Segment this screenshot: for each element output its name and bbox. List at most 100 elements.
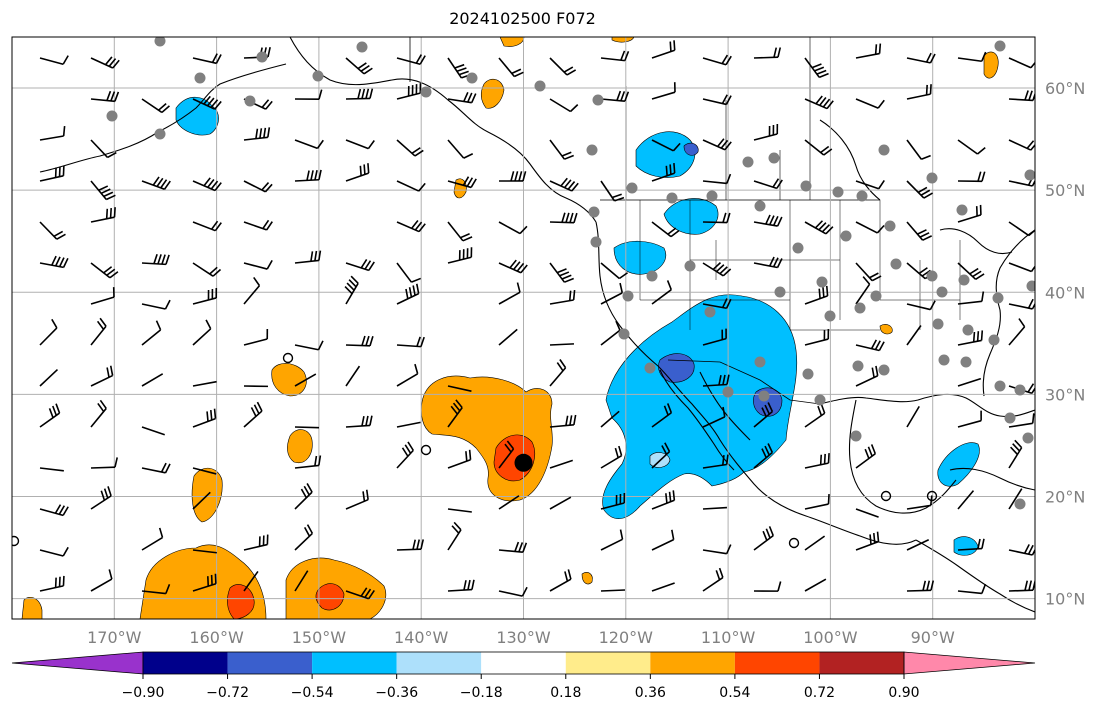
station-dot xyxy=(646,270,658,282)
wind-barb xyxy=(396,363,419,387)
wind-barb xyxy=(651,139,681,152)
wind-barb xyxy=(345,57,373,75)
wind-barb xyxy=(651,221,680,238)
wind-barb xyxy=(90,180,116,201)
wind-barb xyxy=(1008,413,1035,428)
wind-barb xyxy=(702,544,732,555)
wind-barb xyxy=(600,529,624,551)
wind-barb xyxy=(243,127,271,141)
wind-barb xyxy=(1008,488,1023,510)
wind-barb xyxy=(294,426,320,429)
wind-barb xyxy=(243,276,261,305)
wind-barb xyxy=(906,52,936,64)
wind-barb xyxy=(855,276,871,305)
lon-tick-label: 150°W xyxy=(292,628,347,647)
wind-barb xyxy=(651,40,676,59)
wind-barb xyxy=(804,403,826,428)
wind-barb xyxy=(39,255,69,269)
wind-barb xyxy=(957,410,982,428)
wind-barb xyxy=(804,578,827,592)
wind-barb xyxy=(702,173,732,185)
wind-barb xyxy=(39,125,66,141)
station-dot xyxy=(850,430,862,442)
wind-barb xyxy=(345,365,361,387)
wind-barb xyxy=(192,53,222,65)
wind-barb xyxy=(702,506,728,510)
coast-us-east xyxy=(982,229,1035,397)
wind-barb xyxy=(498,440,515,469)
station-dot xyxy=(802,368,814,380)
wind-barb xyxy=(396,283,420,305)
wind-barb xyxy=(192,287,218,305)
wind-barb xyxy=(192,491,211,510)
wind-barb xyxy=(855,98,885,109)
station-dot xyxy=(666,192,678,204)
colorbar: −0.90 −0.72 −0.54 −0.36 −0.18 0.18 0.36 0.54 0.7… xyxy=(11,651,1036,701)
map-frame xyxy=(11,36,1036,620)
colorbar-tick-label: −0.72 xyxy=(206,685,249,701)
station-dot xyxy=(704,306,716,318)
station-dot xyxy=(816,276,828,288)
wind-barb xyxy=(243,570,259,592)
wind-barb xyxy=(345,139,375,150)
wind-barb xyxy=(39,546,69,557)
station-dot xyxy=(1004,412,1016,424)
wind-barb xyxy=(753,47,782,59)
wind-barb xyxy=(447,579,475,592)
wind-barb xyxy=(294,340,324,351)
station-dot xyxy=(854,302,866,314)
wind-barb xyxy=(651,82,676,100)
wind-barb xyxy=(243,219,273,231)
station-dot xyxy=(890,258,902,270)
wind-barb xyxy=(702,138,732,151)
wind-barb xyxy=(141,373,164,387)
wind-barb xyxy=(141,426,165,436)
colorbar-segment xyxy=(819,652,904,674)
wind-barb xyxy=(396,421,421,428)
station-dot xyxy=(992,292,1004,304)
colorbar-tick-label: 0.36 xyxy=(635,685,666,701)
wind-barb xyxy=(804,285,829,305)
wind-barb xyxy=(141,527,164,551)
wind-barb xyxy=(39,165,65,182)
negative-shading xyxy=(175,96,980,556)
lat-tick-label: 40°N xyxy=(1045,283,1085,302)
wind-barb xyxy=(447,139,474,159)
coast-cuba xyxy=(949,467,1035,491)
wind-barb xyxy=(549,569,572,592)
wind-barb xyxy=(1008,262,1035,273)
wind-barb xyxy=(600,180,625,202)
wind-barb xyxy=(498,282,521,305)
station-dot xyxy=(466,72,478,84)
shade-canada-blue xyxy=(635,131,696,178)
wind-barb xyxy=(1008,221,1035,237)
wind-barb xyxy=(294,250,322,264)
colorbar-tick-label: 0.90 xyxy=(888,685,919,701)
position-marker xyxy=(514,453,533,472)
wind-barb xyxy=(957,583,987,595)
wind-barb xyxy=(702,94,732,106)
calm-circle xyxy=(282,352,294,364)
wind-barb xyxy=(396,441,414,469)
colorbar-frame xyxy=(142,651,905,675)
wind-barb xyxy=(498,259,528,274)
wind-barb xyxy=(243,259,273,270)
station-dot xyxy=(994,380,1006,392)
wind-barb xyxy=(957,330,984,346)
station-dot xyxy=(852,360,864,372)
wind-barb xyxy=(90,317,107,346)
station-dot xyxy=(194,72,206,84)
wind-barb xyxy=(498,541,528,553)
lon-tick-label: 100°W xyxy=(803,628,858,647)
colorbar-extend-high xyxy=(903,651,1036,675)
wind-barb xyxy=(855,339,885,352)
wind-barb xyxy=(498,328,518,346)
lon-tick-label: 170°W xyxy=(87,628,142,647)
wind-barb xyxy=(855,180,885,190)
wind-barb xyxy=(345,415,373,428)
wind-barb xyxy=(345,587,375,600)
station-dot xyxy=(244,95,256,107)
coast-alaska xyxy=(289,37,597,223)
station-dot xyxy=(722,386,734,398)
wind-barb xyxy=(498,57,524,78)
